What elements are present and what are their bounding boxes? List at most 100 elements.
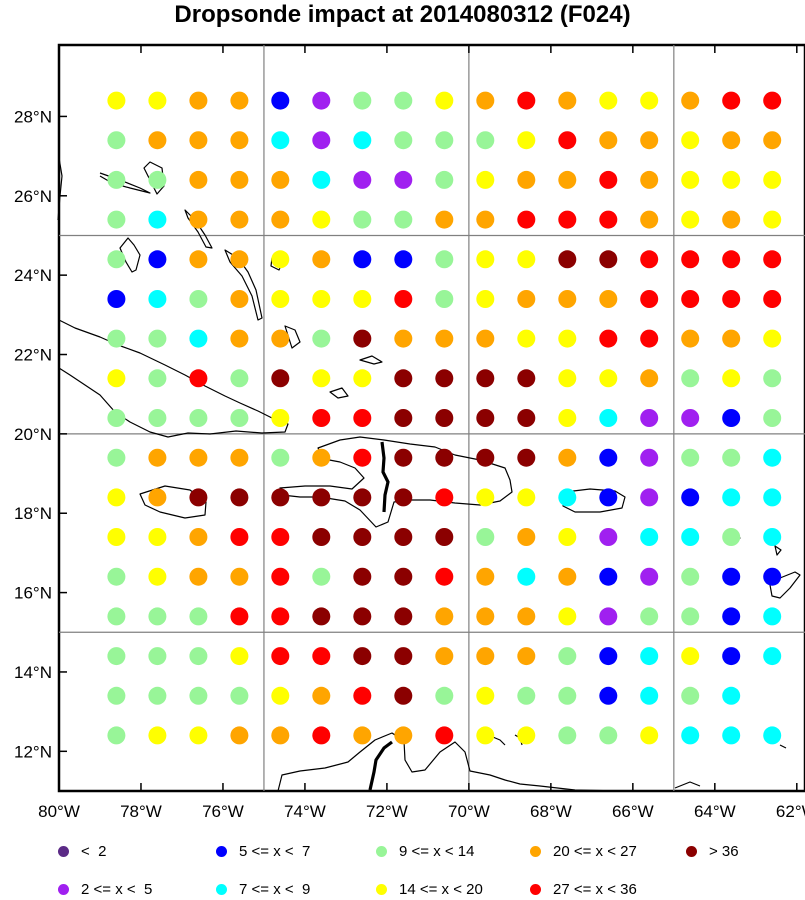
- dropsonde-point: [394, 647, 413, 666]
- dropsonde-point: [763, 131, 782, 150]
- coastline-hispaniola: [279, 436, 513, 528]
- dropsonde-point: [107, 250, 126, 269]
- legend-label: 5 <= x < 7: [239, 842, 311, 860]
- dropsonde-point: [271, 647, 290, 666]
- dropsonde-point: [517, 170, 536, 189]
- lon-tick-label: 76°W: [202, 802, 244, 821]
- lon-tick-label: 70°W: [448, 802, 490, 821]
- dropsonde-point: [271, 567, 290, 586]
- legend-item: 20 <= x < 27: [530, 840, 637, 862]
- dropsonde-point: [476, 290, 495, 308]
- legend-swatch: [58, 845, 69, 857]
- dropsonde-point: [681, 528, 700, 546]
- dropsonde-point: [517, 210, 536, 229]
- legend-swatch: [530, 883, 541, 895]
- dropsonde-point: [517, 250, 536, 269]
- dropsonde-point: [558, 170, 577, 189]
- dropsonde-point: [435, 647, 454, 666]
- dropsonde-point: [599, 528, 618, 546]
- dropsonde-point: [312, 131, 331, 150]
- dropsonde-point: [763, 210, 782, 229]
- dropsonde-point: [476, 448, 495, 467]
- dropsonde-point: [476, 170, 495, 189]
- dropsonde-point: [107, 329, 126, 348]
- dropsonde-point: [230, 607, 249, 626]
- dropsonde-point: [763, 528, 782, 546]
- lat-tick-label: 18°N: [14, 504, 52, 523]
- dropsonde-point: [189, 448, 208, 467]
- dropsonde-point: [435, 567, 454, 586]
- border-haiti-dominican-republic: [380, 441, 390, 513]
- dropsonde-point: [558, 409, 577, 427]
- legend-item: 5 <= x < 7: [216, 840, 310, 862]
- dropsonde-point: [681, 647, 700, 666]
- dropsonde-point: [435, 528, 454, 546]
- dropsonde-point: [517, 488, 536, 507]
- dropsonde-point: [640, 210, 659, 229]
- dropsonde-point: [148, 686, 167, 705]
- coastline-islets-south: [487, 734, 787, 789]
- dropsonde-point: [722, 91, 741, 110]
- dropsonde-point: [558, 290, 577, 308]
- dropsonde-point: [681, 607, 700, 626]
- dropsonde-point: [189, 170, 208, 189]
- coastline-andros: [119, 237, 141, 273]
- dropsonde-point: [394, 686, 413, 705]
- dropsonde-point: [189, 528, 208, 546]
- dropsonde-point: [353, 647, 372, 666]
- dropsonde-point: [681, 726, 700, 745]
- dropsonde-point: [640, 170, 659, 189]
- dropsonde-point: [312, 329, 331, 348]
- dropsonde-point: [517, 528, 536, 546]
- dropsonde-point: [312, 448, 331, 467]
- dropsonde-point: [435, 250, 454, 269]
- lat-tick-label: 26°N: [14, 187, 52, 206]
- dropsonde-point: [722, 528, 741, 546]
- dropsonde-point: [271, 250, 290, 269]
- dropsonde-point: [517, 329, 536, 348]
- legend-swatch: [376, 883, 387, 895]
- dropsonde-point: [271, 290, 290, 308]
- dropsonde-point: [476, 567, 495, 586]
- dropsonde-point: [148, 329, 167, 348]
- dropsonde-point: [763, 607, 782, 626]
- dropsonde-point: [148, 448, 167, 467]
- dropsonde-point: [640, 488, 659, 507]
- dropsonde-point: [558, 329, 577, 348]
- dropsonde-point: [107, 409, 126, 427]
- legend-item: > 36: [686, 840, 739, 862]
- dropsonde-point: [107, 488, 126, 507]
- coastline-jamaica: [139, 485, 207, 519]
- dropsonde-point: [230, 170, 249, 189]
- dropsonde-point: [681, 131, 700, 150]
- dropsonde-point: [476, 409, 495, 427]
- dropsonde-point: [435, 290, 454, 308]
- dropsonde-point: [517, 369, 536, 388]
- dropsonde-point: [394, 131, 413, 150]
- dropsonde-point: [763, 91, 782, 110]
- dropsonde-point: [312, 369, 331, 388]
- dropsonde-point: [230, 290, 249, 308]
- legend-label: > 36: [709, 842, 739, 860]
- dropsonde-point: [312, 290, 331, 308]
- dropsonde-point: [476, 488, 495, 507]
- dropsonde-point: [230, 448, 249, 467]
- dropsonde-point: [599, 91, 618, 110]
- dropsonde-point: [189, 290, 208, 308]
- dropsonde-point: [599, 488, 618, 507]
- dropsonde-point: [312, 607, 331, 626]
- dropsonde-point: [435, 409, 454, 427]
- lat-tick-label: 24°N: [14, 266, 52, 285]
- dropsonde-point: [722, 290, 741, 308]
- dropsonde-point: [435, 488, 454, 507]
- dropsonde-point: [681, 170, 700, 189]
- dropsonde-point: [681, 290, 700, 308]
- dropsonde-point: [763, 448, 782, 467]
- dropsonde-point: [394, 567, 413, 586]
- dropsonde-point: [230, 726, 249, 745]
- dropsonde-point: [230, 369, 249, 388]
- dropsonde-point: [640, 726, 659, 745]
- dropsonde-point: [599, 448, 618, 467]
- dropsonde-point: [107, 528, 126, 546]
- dropsonde-point: [189, 91, 208, 110]
